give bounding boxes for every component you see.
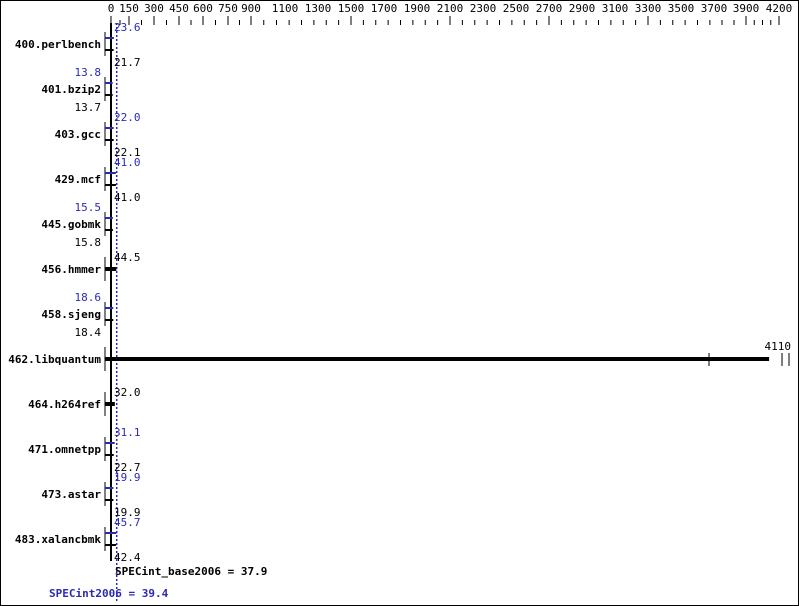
- x-tick-label: 3700: [701, 2, 728, 15]
- x-tick-label: 1700: [371, 2, 398, 15]
- x-tick-label: 2300: [470, 2, 497, 15]
- x-tick-label: 1500: [338, 2, 365, 15]
- x-tick-label: 2700: [536, 2, 563, 15]
- x-tick-label: 4200: [766, 2, 793, 15]
- x-tick-label: 1900: [404, 2, 431, 15]
- x-tick-label: 3900: [733, 2, 760, 15]
- category-label: 458.sjeng: [41, 308, 101, 321]
- base-value-label: 21.7: [114, 56, 141, 69]
- category-label: 464.h264ref: [28, 398, 101, 411]
- base-value-label: 13.7: [75, 101, 102, 114]
- x-tick-label: 300: [144, 2, 164, 15]
- category-label: 456.hmmer: [41, 263, 101, 276]
- base-value-label: 32.0: [114, 386, 141, 399]
- category-label: 429.mcf: [55, 173, 101, 186]
- x-tick-label: 1100: [272, 2, 299, 15]
- peak-value-label: 41.0: [114, 156, 141, 169]
- category-label: 445.gobmk: [41, 218, 101, 231]
- x-tick-label: 2500: [503, 2, 530, 15]
- peak-value-label: 31.1: [114, 426, 141, 439]
- x-tick-label: 3100: [602, 2, 629, 15]
- peak-mean-label: SPECint2006 = 39.4: [49, 587, 169, 600]
- peak-value-label: 19.9: [114, 471, 141, 484]
- base-value-label: 41.0: [114, 191, 141, 204]
- x-tick-label: 0: [108, 2, 115, 15]
- x-tick-label: 1300: [305, 2, 332, 15]
- x-tick-label: 450: [169, 2, 189, 15]
- category-label: 473.astar: [41, 488, 101, 501]
- base-value-label: 44.5: [114, 251, 141, 264]
- category-label: 401.bzip2: [41, 83, 101, 96]
- peak-value-label: 45.7: [114, 516, 141, 529]
- base-value-label: 4110: [765, 340, 792, 353]
- peak-value-label: 13.8: [75, 66, 102, 79]
- x-tick-label: 2900: [569, 2, 596, 15]
- x-tick-label: 150: [119, 2, 139, 15]
- category-label: 403.gcc: [55, 128, 101, 141]
- base-mean-label: SPECint_base2006 = 37.9: [115, 565, 267, 578]
- peak-value-label: 18.6: [75, 291, 102, 304]
- category-label: 400.perlbench: [15, 38, 101, 51]
- category-label: 462.libquantum: [8, 353, 101, 366]
- base-value-label: 18.4: [75, 326, 102, 339]
- x-tick-label: 600: [193, 2, 213, 15]
- x-tick-label: 3500: [668, 2, 695, 15]
- base-value-label: 22.7: [114, 461, 141, 474]
- base-value-label: 19.9: [114, 506, 141, 519]
- base-value-label: 42.4: [114, 551, 141, 564]
- x-tick-label: 900: [241, 2, 261, 15]
- peak-value-label: 15.5: [75, 201, 102, 214]
- peak-value-label: 22.0: [114, 111, 141, 124]
- x-tick-label: 750: [218, 2, 238, 15]
- category-label: 483.xalancbmk: [15, 533, 101, 546]
- x-tick-label: 2100: [437, 2, 464, 15]
- x-tick-label: 3300: [635, 2, 662, 15]
- base-value-label: 15.8: [75, 236, 102, 249]
- category-label: 471.omnetpp: [28, 443, 101, 456]
- peak-value-label: 23.6: [114, 21, 141, 34]
- base-value-label: 22.1: [114, 146, 141, 159]
